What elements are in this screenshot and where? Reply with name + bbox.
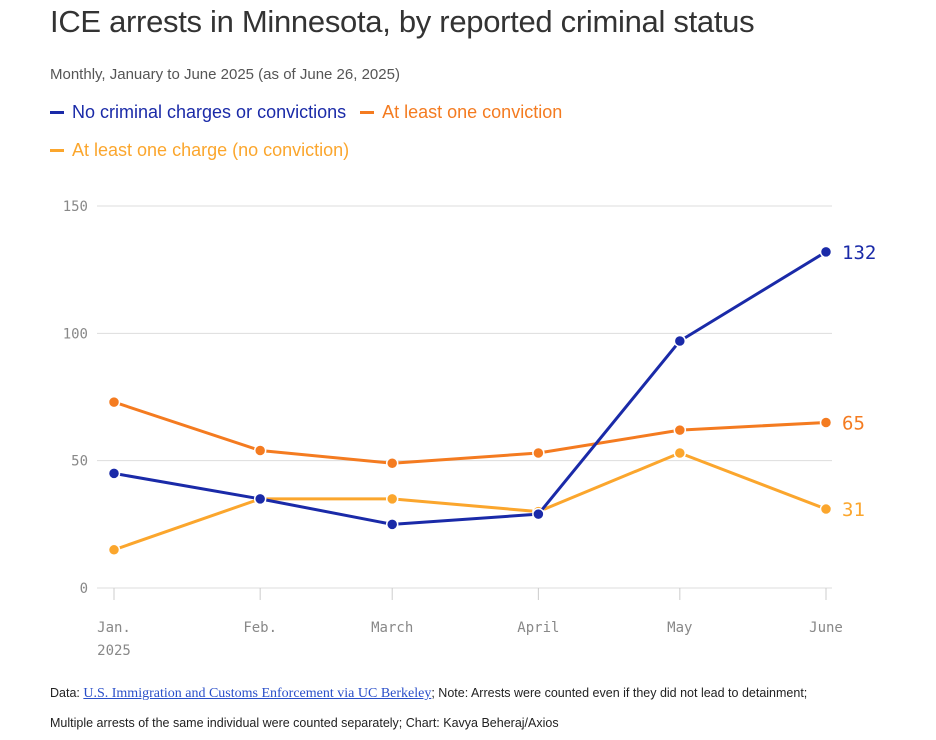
data-point xyxy=(673,423,687,437)
data-point xyxy=(253,444,267,457)
chart-title: ICE arrests in Minnesota, by reported cr… xyxy=(50,4,755,39)
data-point xyxy=(385,456,399,470)
legend-item-no-criminal: No criminal charges or convictions xyxy=(50,102,346,123)
data-point xyxy=(673,334,687,348)
x-tick-label: Feb. xyxy=(243,620,277,636)
legend-row-1: No criminal charges or convictions At le… xyxy=(50,102,562,123)
end-label: 132 xyxy=(842,242,876,264)
data-point xyxy=(385,492,399,506)
legend-label: At least one charge (no conviction) xyxy=(72,140,350,160)
y-tick-label: 50 xyxy=(71,454,88,470)
end-label: 65 xyxy=(842,412,865,434)
end-label: 31 xyxy=(842,499,865,521)
series-line xyxy=(113,400,827,465)
legend-label: No criminal charges or convictions xyxy=(72,102,347,122)
chart-subtitle: Monthly, January to June 2025 (as of Jun… xyxy=(50,66,400,83)
x-tick-label: Jan. xyxy=(97,620,131,636)
data-point xyxy=(532,507,545,521)
source-link[interactable]: U.S. Immigration and Customs Enforcement… xyxy=(83,686,432,701)
footer-line-2: Multiple arrests of the same individual … xyxy=(50,716,559,730)
data-point xyxy=(107,543,121,557)
x-tick-sublabel: 2025 xyxy=(97,643,131,659)
legend-swatch xyxy=(50,149,64,152)
line-chart: 0 50 100 150 Jan. Feb. March April May June 2025 31… xyxy=(63,199,877,659)
data-point xyxy=(253,492,267,506)
data-point xyxy=(107,395,121,409)
y-tick-label: 150 xyxy=(63,199,88,215)
series-line xyxy=(113,451,827,552)
x-tick-label: June xyxy=(809,620,843,636)
series-line xyxy=(113,250,827,526)
y-tick-label: 0 xyxy=(80,581,88,597)
legend-item-charge: At least one charge (no conviction) xyxy=(50,140,349,161)
footer-note: ; Note: Arrests were counted even if the… xyxy=(431,686,808,700)
footer-data-prefix: Data: xyxy=(50,686,84,700)
data-point xyxy=(673,446,687,460)
y-tick-label: 100 xyxy=(63,326,88,342)
footer-line-1: Data: U.S. Immigration and Customs Enfor… xyxy=(50,686,807,702)
data-point xyxy=(819,502,833,516)
legend-label: At least one conviction xyxy=(382,102,563,122)
legend-swatch xyxy=(50,111,64,114)
data-point xyxy=(107,467,121,480)
data-point xyxy=(819,416,833,429)
data-point xyxy=(819,245,833,259)
data-point xyxy=(532,446,545,460)
legend-row-2: At least one charge (no conviction) xyxy=(50,140,349,161)
x-tick-label: May xyxy=(667,620,692,636)
legend-item-conviction: At least one conviction xyxy=(360,102,562,123)
x-tick-label: April xyxy=(517,620,559,636)
data-point xyxy=(385,518,399,531)
x-tick-label: March xyxy=(371,620,413,636)
legend-swatch xyxy=(360,111,375,114)
